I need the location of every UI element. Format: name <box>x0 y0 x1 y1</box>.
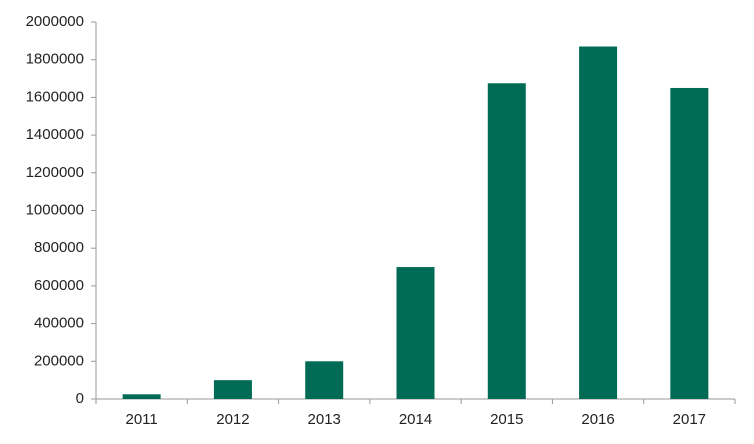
bar <box>579 46 618 399</box>
bar <box>396 267 435 399</box>
x-tick-label: 2013 <box>308 411 341 428</box>
y-tick-label: 400000 <box>34 315 84 332</box>
y-tick-label: 1600000 <box>26 88 84 105</box>
x-tick-label: 2014 <box>399 411 432 428</box>
y-tick-label: 1400000 <box>26 126 84 143</box>
bar <box>670 87 709 399</box>
y-tick-label: 1200000 <box>26 164 84 181</box>
y-tick-label: 0 <box>76 390 84 407</box>
y-tick-label: 1800000 <box>26 51 84 68</box>
bar <box>305 361 344 399</box>
y-tick-label: 2000000 <box>26 13 84 30</box>
x-tick-label: 2012 <box>216 411 249 428</box>
bar <box>213 380 252 399</box>
x-tick-label: 2017 <box>673 411 706 428</box>
y-tick-label: 200000 <box>34 352 84 369</box>
bar <box>487 83 526 399</box>
x-tick-label: 2011 <box>126 411 158 428</box>
y-tick-label: 1000000 <box>26 201 84 218</box>
bar <box>122 394 161 399</box>
y-tick-label: 800000 <box>34 239 84 256</box>
x-tick-label: 2015 <box>490 411 523 428</box>
x-tick-label: 2016 <box>581 411 614 428</box>
y-tick-label: 600000 <box>34 277 84 294</box>
